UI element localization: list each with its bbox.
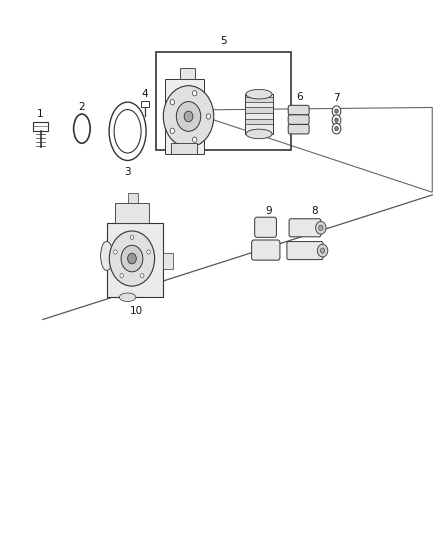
Bar bbox=[163, 253, 173, 269]
Circle shape bbox=[335, 118, 338, 122]
Circle shape bbox=[184, 111, 193, 122]
Circle shape bbox=[332, 123, 341, 134]
Bar bbox=[245, 97, 273, 102]
Text: 3: 3 bbox=[124, 167, 131, 177]
Circle shape bbox=[332, 115, 341, 125]
Circle shape bbox=[127, 253, 136, 264]
Bar bbox=[245, 119, 273, 124]
Circle shape bbox=[141, 273, 144, 278]
Bar bbox=[115, 203, 149, 223]
Text: 1: 1 bbox=[37, 109, 44, 119]
Ellipse shape bbox=[246, 129, 272, 139]
FancyBboxPatch shape bbox=[289, 219, 321, 237]
Circle shape bbox=[121, 245, 143, 272]
Bar bbox=[171, 143, 197, 154]
Circle shape bbox=[110, 231, 155, 286]
Bar bbox=[245, 94, 273, 134]
Text: 10: 10 bbox=[130, 306, 143, 316]
FancyBboxPatch shape bbox=[287, 241, 323, 260]
Circle shape bbox=[319, 225, 323, 230]
FancyBboxPatch shape bbox=[288, 124, 309, 134]
Ellipse shape bbox=[119, 293, 136, 302]
FancyBboxPatch shape bbox=[288, 106, 309, 115]
Bar bbox=[165, 79, 204, 154]
Text: 5: 5 bbox=[220, 36, 226, 46]
Circle shape bbox=[206, 114, 211, 119]
FancyBboxPatch shape bbox=[252, 240, 280, 260]
Text: 2: 2 bbox=[78, 102, 85, 112]
Circle shape bbox=[193, 137, 197, 142]
Bar bbox=[141, 101, 149, 108]
Ellipse shape bbox=[246, 90, 272, 99]
Circle shape bbox=[130, 235, 134, 239]
Bar bbox=[33, 122, 48, 131]
Circle shape bbox=[113, 250, 117, 254]
Ellipse shape bbox=[114, 110, 141, 153]
Circle shape bbox=[335, 109, 338, 114]
Bar bbox=[180, 68, 195, 79]
Circle shape bbox=[316, 221, 326, 234]
FancyBboxPatch shape bbox=[254, 217, 276, 237]
Ellipse shape bbox=[74, 114, 90, 143]
Bar bbox=[156, 52, 291, 150]
Circle shape bbox=[120, 273, 124, 278]
Text: 4: 4 bbox=[142, 89, 148, 99]
Circle shape bbox=[193, 91, 197, 96]
Bar bbox=[127, 193, 138, 203]
Circle shape bbox=[318, 244, 328, 257]
Bar bbox=[107, 223, 163, 297]
Circle shape bbox=[335, 126, 338, 131]
Circle shape bbox=[147, 250, 150, 254]
Text: 6: 6 bbox=[296, 92, 303, 102]
Circle shape bbox=[170, 128, 174, 133]
Text: 8: 8 bbox=[311, 206, 318, 216]
Circle shape bbox=[170, 100, 174, 105]
FancyBboxPatch shape bbox=[288, 115, 309, 124]
Circle shape bbox=[163, 86, 214, 147]
Text: 9: 9 bbox=[266, 206, 272, 216]
Circle shape bbox=[177, 102, 201, 131]
Circle shape bbox=[332, 106, 341, 116]
Text: 7: 7 bbox=[333, 93, 340, 103]
Circle shape bbox=[321, 248, 325, 253]
Bar bbox=[204, 109, 212, 125]
Ellipse shape bbox=[101, 241, 113, 270]
Bar bbox=[245, 108, 273, 113]
